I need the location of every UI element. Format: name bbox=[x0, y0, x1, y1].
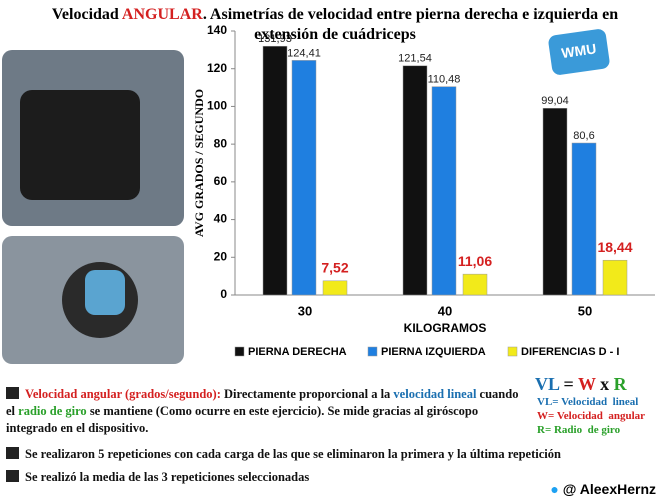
y-tick-label: 60 bbox=[214, 174, 228, 188]
bar bbox=[402, 65, 428, 296]
x-tick-label: 50 bbox=[578, 303, 592, 318]
bar bbox=[462, 273, 488, 296]
value-label: 131,93 bbox=[258, 33, 292, 45]
value-label: 124,41 bbox=[287, 47, 321, 59]
handle: @ AleexHernz bbox=[562, 481, 656, 497]
formula-legend-item: VL= Velocidad lineal bbox=[537, 396, 639, 408]
logo-box bbox=[548, 29, 610, 75]
y-tick-label: 40 bbox=[214, 212, 228, 226]
bullet-icon bbox=[6, 447, 19, 459]
y-tick-label: 140 bbox=[207, 23, 227, 37]
formula-legend-item: R= Radio de giro bbox=[537, 424, 621, 436]
legend-label: PIERNA IZQUIERDA bbox=[381, 346, 486, 358]
logo: WMU bbox=[560, 40, 597, 61]
bullet-icon bbox=[6, 470, 19, 482]
note: Se realizaron 5 repeticiones con cada ca… bbox=[6, 446, 666, 463]
title-highlight: ANGULAR bbox=[121, 6, 203, 23]
value-label: 99,04 bbox=[541, 95, 569, 107]
formula: VL = W x R bbox=[535, 374, 627, 395]
title-part: . Asimetrías de velocidad entre pierna d… bbox=[202, 6, 619, 23]
legend-swatch bbox=[507, 346, 518, 357]
note: Se realizó la media de las 3 repeticione… bbox=[6, 469, 666, 486]
bar bbox=[431, 86, 457, 296]
x-tick-label: 40 bbox=[438, 303, 452, 318]
note-text: cuando el bbox=[6, 387, 519, 418]
formula-legend: VL= Velocidad lineal W= Velocidad angular… bbox=[537, 395, 645, 437]
formula-part: x bbox=[595, 374, 614, 394]
value-label: 80,6 bbox=[573, 130, 594, 142]
note-text: radio de giro bbox=[18, 404, 87, 418]
formula-legend-item: W= Velocidad angular bbox=[537, 410, 646, 422]
value-label: 11,06 bbox=[458, 253, 492, 269]
bar bbox=[322, 280, 348, 296]
value-label: 121,54 bbox=[398, 53, 432, 65]
note-text: Directamente proporcional a la bbox=[220, 387, 394, 401]
y-tick-label: 80 bbox=[214, 136, 228, 150]
value-label: 18,44 bbox=[597, 239, 632, 255]
value-label: 7,52 bbox=[321, 260, 348, 276]
y-tick-label: 0 bbox=[220, 287, 227, 301]
bar bbox=[602, 259, 628, 296]
formula-part: W bbox=[577, 374, 596, 394]
formula-part: VL bbox=[535, 374, 560, 394]
x-axis-label: KILOGRAMOS bbox=[404, 321, 487, 335]
legend-swatch bbox=[234, 346, 245, 357]
title-line2: extensión de cuádriceps bbox=[254, 26, 416, 43]
y-tick-label: 120 bbox=[207, 61, 227, 75]
note-text: velocidad lineal bbox=[393, 387, 477, 401]
sensor bbox=[85, 270, 125, 315]
bullet-icon bbox=[6, 387, 19, 399]
legend-label: PIERNA DERECHA bbox=[248, 346, 347, 358]
note-text: Se realizaron 5 repeticiones con cada ca… bbox=[25, 447, 561, 461]
formula-part: = bbox=[559, 374, 578, 394]
bar bbox=[262, 45, 288, 296]
note-text: Se realizó la media de las 3 repeticione… bbox=[25, 470, 310, 484]
legend-swatch bbox=[367, 346, 378, 357]
y-axis-label: AVG GRADOS / SEGUNDO bbox=[192, 89, 206, 237]
note: Velocidad angular (grados/segundo): Dire… bbox=[6, 386, 526, 437]
value-label: 110,48 bbox=[428, 74, 461, 86]
footer: ● @ AleexHernz bbox=[550, 481, 656, 497]
y-tick-label: 20 bbox=[214, 249, 228, 263]
formula-part: R bbox=[613, 374, 627, 394]
title: Velocidad ANGULAR. Asimetrías de velocid… bbox=[0, 6, 670, 24]
machine bbox=[20, 90, 140, 200]
bar bbox=[571, 142, 597, 296]
bar bbox=[291, 60, 317, 296]
y-tick-label: 100 bbox=[207, 99, 227, 113]
note-text: Velocidad angular (grados/segundo): bbox=[25, 387, 221, 401]
title-part: Velocidad bbox=[51, 6, 122, 23]
note-text: se mantiene (Como ocurre en este ejercic… bbox=[6, 404, 479, 435]
bar bbox=[542, 107, 568, 296]
x-tick-label: 30 bbox=[298, 303, 312, 318]
legend-label: DIFERENCIAS D - I bbox=[521, 346, 619, 358]
